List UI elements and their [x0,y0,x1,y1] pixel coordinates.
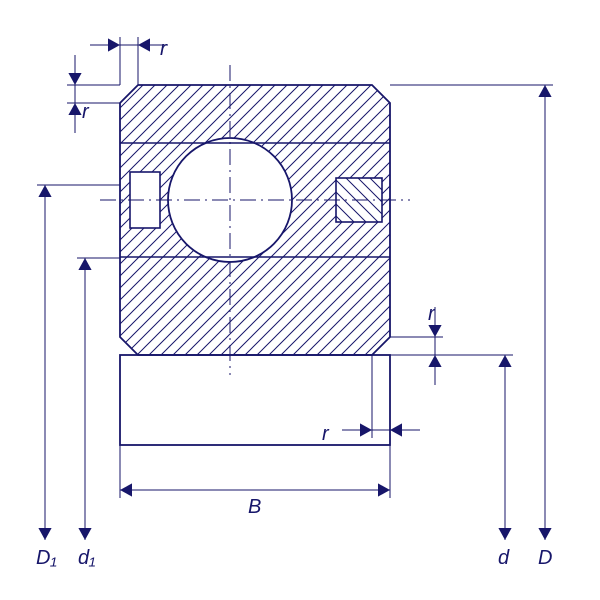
label-D: D [538,547,552,569]
label-r_bot_v: r [322,423,330,445]
label-d1: d₁ [78,547,95,569]
label-r_top_h: r [82,101,90,123]
label-r_top_v: r [160,38,168,60]
label-B: B [248,496,261,518]
label-D1: D₁ [36,547,57,569]
bearing-cross-section-diagram: BdDd₁D₁rrrr [0,0,600,600]
bore-rect [120,355,390,445]
label-d: d [498,547,510,569]
